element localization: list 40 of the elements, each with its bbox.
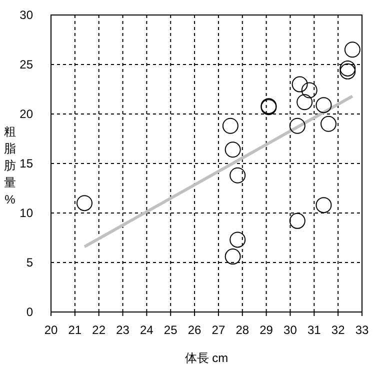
point (224, 142, 241, 158)
x-axis-title: 体長 cm (184, 351, 228, 365)
point (296, 94, 313, 110)
x-tick-label: 29 (260, 323, 274, 337)
y-tick-label: 10 (20, 206, 34, 220)
point (340, 60, 356, 76)
point (316, 197, 332, 214)
point (76, 195, 92, 212)
x-tick-label: 27 (212, 323, 226, 337)
point (340, 63, 356, 80)
x-tick-label: 23 (116, 323, 130, 337)
point (289, 212, 306, 229)
y-axis-title: 粗脂肪量% (4, 124, 16, 206)
point (224, 248, 241, 265)
y-tick-label: 20 (20, 107, 34, 121)
y-tick-label: 5 (26, 256, 34, 270)
point (344, 42, 360, 58)
x-tick-label: 22 (92, 323, 106, 337)
x-tick-label: 26 (188, 323, 202, 337)
point (230, 232, 246, 248)
y-tick-label: 0 (26, 305, 34, 319)
point (301, 82, 318, 98)
x-tick-label: 30 (284, 323, 298, 337)
point (292, 76, 308, 92)
point (320, 116, 337, 132)
x-tick-label: 28 (236, 323, 250, 337)
x-tick-label: 20 (44, 323, 58, 337)
point (222, 118, 238, 134)
y-tick-label: 30 (20, 8, 34, 22)
x-tick-label: 31 (307, 323, 322, 337)
x-tick-label: 25 (164, 323, 178, 337)
point (289, 118, 306, 134)
y-tick-label: 15 (20, 156, 34, 170)
point (316, 97, 332, 114)
x-tick-label: 21 (68, 323, 82, 337)
x-tick-label: 24 (140, 323, 154, 337)
x-tick-label: 33 (355, 323, 369, 337)
point (230, 167, 246, 184)
x-tick-label: 32 (331, 323, 346, 337)
y-tick-label: 25 (20, 58, 34, 72)
